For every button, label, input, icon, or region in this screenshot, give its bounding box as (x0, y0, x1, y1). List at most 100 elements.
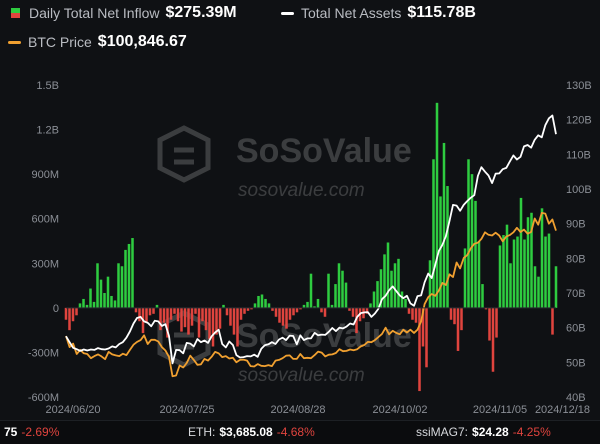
inflow-bar (418, 307, 421, 392)
inflow-bar (274, 307, 278, 317)
watermark-url: sosovalue.com (238, 180, 365, 201)
inflow-bar (540, 208, 544, 308)
x-tick: 2024/11/05 (473, 404, 527, 416)
inflow-bar (509, 263, 512, 308)
sosovalue-logo-icon (157, 125, 211, 183)
inflow-bar (425, 307, 428, 368)
inflow-bar (295, 307, 299, 313)
inflow-bar (246, 307, 250, 311)
watermark-title: SoSoValue (236, 317, 412, 355)
inflow-bar (155, 304, 159, 308)
legend-assets[interactable]: Total Net Assets $115.78B (281, 4, 476, 22)
inflow-bar (106, 276, 110, 308)
inflow-bar (533, 266, 537, 308)
x-tick: 2024/07/25 (159, 404, 214, 416)
inflow-bar (253, 303, 257, 308)
inflow-bar (152, 307, 155, 314)
inflow-bar (271, 307, 274, 311)
inflow-bar (173, 307, 176, 314)
inflow-bar (299, 307, 302, 310)
inflow-bar (505, 224, 509, 308)
inflow-bar (502, 235, 505, 308)
inflow-chart[interactable]: SoSoValue sosovalue.com SoSoValue sosovalue… (0, 0, 600, 420)
inflow-bar (103, 293, 106, 308)
inflow-bar (404, 298, 407, 308)
legend-btc[interactable]: BTC Price $100,846.67 (8, 33, 187, 51)
inflow-bar (180, 307, 183, 332)
inflow-bar (428, 260, 432, 308)
inflow-bar (369, 303, 372, 308)
inflow-bar (218, 307, 222, 329)
inflow-bar (313, 306, 316, 308)
inflow-bar (400, 291, 404, 308)
inflow-bar (260, 294, 264, 308)
ticker-item-ssimag7[interactable]: ssiMAG7: $24.28 -4.25% (416, 425, 551, 439)
inflow-bar (341, 270, 344, 308)
inflow-bar (68, 307, 71, 331)
inflow-bar (467, 159, 470, 308)
inflow-bar (330, 304, 334, 308)
inflow-bar (323, 307, 327, 317)
inflow-bar (495, 307, 498, 338)
assets-line-swatch-icon (281, 11, 294, 15)
inflow-bar (460, 307, 463, 331)
inflow-bar (390, 270, 393, 308)
inflow-bar (278, 307, 281, 323)
y-right-tick: 70B (566, 288, 586, 300)
inflow-bar (82, 298, 85, 308)
inflow-bar (393, 263, 397, 308)
inflow-bar (491, 307, 495, 372)
inflow-bar (512, 239, 516, 308)
inflow-bar (365, 307, 369, 314)
inflow-bar (250, 307, 253, 310)
ticker-item-eth[interactable]: ETH: $3,685.08 -4.68% (188, 425, 315, 439)
inflow-bar (320, 307, 323, 313)
watermark-0: SoSoValue sosovalue.com (157, 125, 412, 201)
inflow-bar (372, 291, 376, 308)
inflow-bar (197, 307, 201, 338)
inflow-bar (99, 279, 103, 308)
inflow-bar (110, 295, 113, 308)
ticker-item-btc[interactable]: 75 -2.69% (4, 425, 60, 439)
x-tick: 2024/12/18 (535, 404, 590, 416)
inflow-bar (383, 254, 386, 308)
inflow-bar (348, 307, 351, 311)
inflow-bar (201, 307, 204, 322)
inflow-bar (89, 288, 92, 308)
legend-inflow[interactable]: Daily Total Net Inflow $275.39M (11, 4, 237, 22)
inflow-bar (334, 284, 337, 308)
y-left-tick: -300M (28, 347, 59, 359)
inflow-bar (397, 258, 400, 308)
inflow-bar (554, 266, 558, 308)
inflow-bar (456, 307, 460, 351)
inflow-bar (78, 303, 82, 308)
inflow-bar (351, 307, 355, 317)
legend-inflow-value: $275.39M (165, 4, 237, 21)
inflow-bar (477, 241, 481, 308)
inflow-bar (92, 301, 96, 308)
inflow-bar (285, 307, 288, 329)
inflow-bar (204, 307, 208, 331)
inflow-bar (71, 307, 75, 322)
inflow-bar (537, 276, 540, 308)
watermark: SoSoValue sosovalue.com SoSoValue sosovalue… (157, 125, 412, 386)
total-net-assets-line (65, 114, 557, 365)
inflow-bar (159, 307, 162, 331)
inflow-bar (516, 236, 519, 308)
y-right-tick: 60B (566, 323, 586, 335)
watermark-1: SoSoValue sosovalue.com (157, 310, 412, 386)
y-left-tick: -600M (28, 392, 59, 404)
inflow-bar (222, 304, 225, 308)
legend-assets-value: $115.78B (407, 4, 476, 21)
chart-legend: Daily Total Net Inflow $275.39M Total Ne… (0, 0, 600, 60)
inflow-bar (138, 307, 141, 322)
inflow-bar (484, 307, 488, 310)
inflow-bar (120, 266, 124, 308)
watermark-title: SoSoValue (236, 132, 412, 170)
legend-inflow-label: Daily Total Net Inflow (29, 5, 160, 21)
inflow-bar (176, 307, 180, 322)
inflow-bar (488, 307, 491, 341)
btc-price-line (65, 211, 557, 378)
inflow-bar (306, 301, 309, 308)
inflow-bar (446, 186, 449, 308)
